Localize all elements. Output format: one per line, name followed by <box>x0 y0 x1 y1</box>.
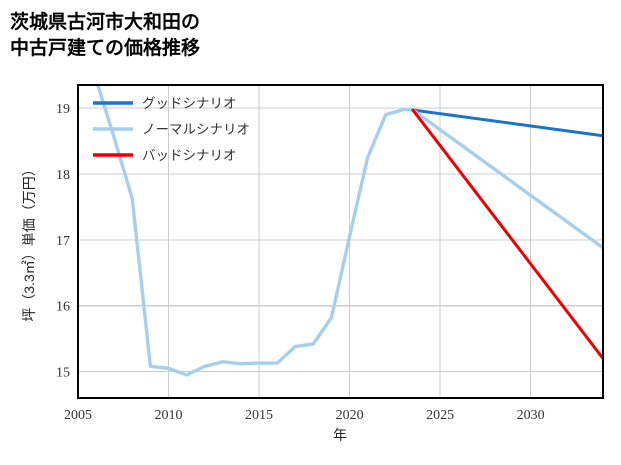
legend-item-0[interactable]: グッドシナリオ <box>93 96 237 111</box>
y-tick-label-18: 18 <box>56 168 70 183</box>
chart-title-line-2: 中古戸建ての価格推移 <box>10 36 200 59</box>
series-layer <box>95 85 603 377</box>
y-tick-label-17: 17 <box>56 234 70 249</box>
legend-label-0: グッドシナリオ <box>142 96 237 111</box>
x-tick-label-2010: 2010 <box>155 408 183 423</box>
y-axis-title: 坪（3.3㎡）単価（万円） <box>21 162 37 321</box>
legend-item-1[interactable]: ノーマルシナリオ <box>93 122 250 137</box>
series-line-good <box>411 108 603 138</box>
x-tick-label-2005: 2005 <box>64 408 92 423</box>
x-tick-label-2030: 2030 <box>517 408 545 423</box>
x-tick-label-2020: 2020 <box>336 408 364 423</box>
y-axis-tick-labels: 15 16 17 18 19 <box>56 102 70 381</box>
x-axis-tick-labels: 2005 2010 2015 2020 2025 2030 <box>64 408 545 423</box>
x-tick-label-2025: 2025 <box>426 408 454 423</box>
y-tick-label-15: 15 <box>56 366 70 381</box>
legend-label-1: ノーマルシナリオ <box>142 122 250 137</box>
y-tick-label-19: 19 <box>56 102 70 117</box>
series-line-normal <box>95 85 603 377</box>
plot-area-frame <box>76 83 605 400</box>
series-line-bad <box>411 108 603 360</box>
legend-label-2: バッドシナリオ <box>142 148 237 163</box>
x-axis-title: 年 <box>333 427 347 443</box>
legend-item-2[interactable]: バッドシナリオ <box>93 148 237 163</box>
chart-title-line-1: 茨城県古河市大和田の <box>10 10 200 33</box>
y-tick-label-16: 16 <box>56 300 70 315</box>
x-tick-label-2015: 2015 <box>245 408 273 423</box>
